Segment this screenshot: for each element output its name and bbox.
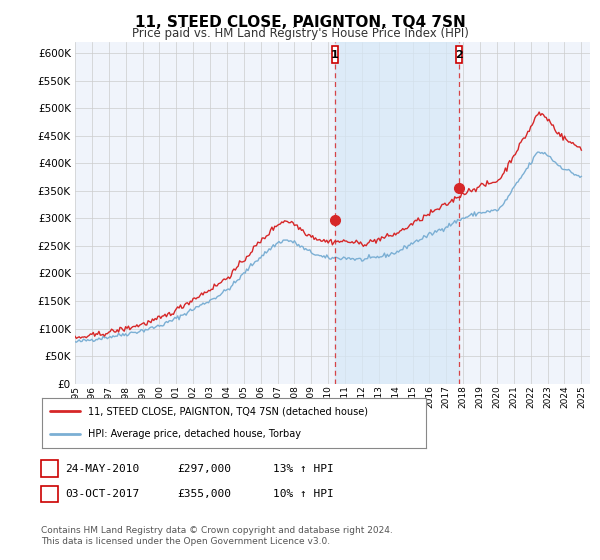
Text: 03-OCT-2017: 03-OCT-2017 [65,489,139,499]
Text: 1: 1 [46,464,53,474]
Text: 2: 2 [46,489,53,499]
Text: 11, STEED CLOSE, PAIGNTON, TQ4 7SN: 11, STEED CLOSE, PAIGNTON, TQ4 7SN [134,15,466,30]
Text: £297,000: £297,000 [177,464,231,474]
FancyBboxPatch shape [332,46,338,63]
Bar [335,42,459,384]
Text: 24-MAY-2010: 24-MAY-2010 [65,464,139,474]
Text: 10% ↑ HPI: 10% ↑ HPI [273,489,334,499]
Text: 11, STEED CLOSE, PAIGNTON, TQ4 7SN (detached house): 11, STEED CLOSE, PAIGNTON, TQ4 7SN (deta… [88,406,368,416]
Text: 13% ↑ HPI: 13% ↑ HPI [273,464,334,474]
Text: £355,000: £355,000 [177,489,231,499]
Text: Contains HM Land Registry data © Crown copyright and database right 2024.
This d: Contains HM Land Registry data © Crown c… [41,526,392,546]
Text: Price paid vs. HM Land Registry's House Price Index (HPI): Price paid vs. HM Land Registry's House … [131,27,469,40]
Text: HPI: Average price, detached house, Torbay: HPI: Average price, detached house, Torb… [88,430,301,440]
Text: 1: 1 [331,50,338,60]
FancyBboxPatch shape [456,46,462,63]
Text: 2: 2 [455,50,463,60]
